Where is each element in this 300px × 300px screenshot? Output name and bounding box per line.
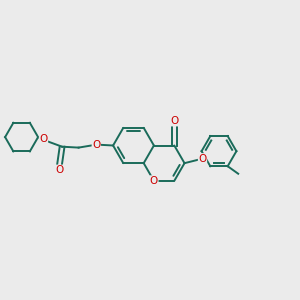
Text: O: O (150, 176, 158, 186)
Text: O: O (92, 140, 100, 150)
Text: O: O (55, 165, 63, 175)
Text: O: O (39, 134, 48, 145)
Text: O: O (170, 116, 178, 126)
Text: O: O (198, 154, 207, 164)
